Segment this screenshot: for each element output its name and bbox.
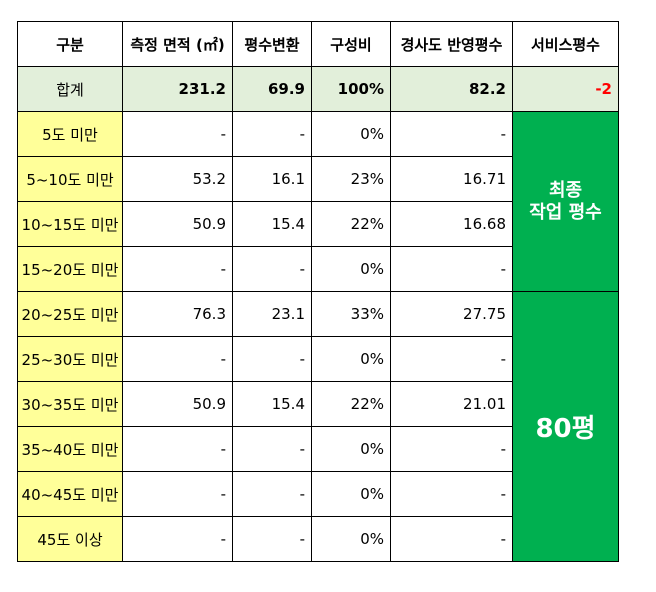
row-area: - xyxy=(122,111,233,157)
table-row: 15~20도 미만 - - 0% - xyxy=(17,246,619,292)
row-slope: - xyxy=(390,471,513,517)
row-label: 25~30도 미만 xyxy=(17,336,123,382)
header-row: 구분 측정 면적 (㎡) 평수변환 구성비 경사도 반영평수 서비스평수 xyxy=(17,21,619,67)
row-area: - xyxy=(122,426,233,472)
final-work-value: 80평 xyxy=(512,291,619,562)
row-slope: - xyxy=(390,426,513,472)
row-slope: - xyxy=(390,336,513,382)
row-pyeong: - xyxy=(232,426,312,472)
row-slope: 27.75 xyxy=(390,291,513,337)
row-ratio: 0% xyxy=(311,111,391,157)
row-pyeong: 23.1 xyxy=(232,291,312,337)
row-area: - xyxy=(122,336,233,382)
table-row: 5~10도 미만 53.2 16.1 23% 16.71 xyxy=(17,156,619,202)
total-row: 합계 231.2 69.9 100% 82.2 -2 xyxy=(17,66,619,112)
row-ratio: 0% xyxy=(311,246,391,292)
header-category: 구분 xyxy=(17,21,123,67)
row-ratio: 0% xyxy=(311,471,391,517)
row-label: 35~40도 미만 xyxy=(17,426,123,472)
row-slope: 16.71 xyxy=(390,156,513,202)
row-area: 53.2 xyxy=(122,156,233,202)
row-area: 50.9 xyxy=(122,381,233,427)
row-label: 5~10도 미만 xyxy=(17,156,123,202)
row-label: 45도 이상 xyxy=(17,516,123,562)
row-pyeong: - xyxy=(232,516,312,562)
final-label-line1: 최종 xyxy=(548,179,583,201)
header-service: 서비스평수 xyxy=(512,21,619,67)
row-area: - xyxy=(122,246,233,292)
row-label: 5도 미만 xyxy=(17,111,123,157)
row-pyeong: 16.1 xyxy=(232,156,312,202)
row-pyeong: - xyxy=(232,111,312,157)
header-pyeong: 평수변환 xyxy=(232,21,312,67)
row-ratio: 0% xyxy=(311,516,391,562)
row-pyeong: - xyxy=(232,246,312,292)
row-area: - xyxy=(122,516,233,562)
table-row: 30~35도 미만 50.9 15.4 22% 21.01 xyxy=(17,381,619,427)
table-row: 20~25도 미만 76.3 23.1 33% 27.75 80평 xyxy=(17,291,619,562)
row-ratio: 22% xyxy=(311,381,391,427)
row-slope: - xyxy=(390,246,513,292)
area-table: 구분 측정 면적 (㎡) 평수변환 구성비 경사도 반영평수 서비스평수 합계 … xyxy=(17,21,619,562)
row-slope: - xyxy=(390,516,513,562)
total-ratio: 100% xyxy=(311,66,391,112)
row-pyeong: - xyxy=(232,471,312,517)
row-ratio: 33% xyxy=(311,291,391,337)
total-pyeong: 69.9 xyxy=(232,66,312,112)
row-label: 15~20도 미만 xyxy=(17,246,123,292)
row-slope: - xyxy=(390,111,513,157)
table-row: 40~45도 미만 - - 0% - xyxy=(17,471,619,517)
row-ratio: 0% xyxy=(311,426,391,472)
row-area: 76.3 xyxy=(122,291,233,337)
row-pyeong: 15.4 xyxy=(232,201,312,247)
row-ratio: 23% xyxy=(311,156,391,202)
total-slope: 82.2 xyxy=(390,66,513,112)
header-slope: 경사도 반영평수 xyxy=(390,21,513,67)
row-ratio: 0% xyxy=(311,336,391,382)
header-ratio: 구성비 xyxy=(311,21,391,67)
total-label: 합계 xyxy=(17,66,123,112)
row-pyeong: - xyxy=(232,336,312,382)
header-area: 측정 면적 (㎡) xyxy=(122,21,233,67)
row-label: 30~35도 미만 xyxy=(17,381,123,427)
table-row: 35~40도 미만 - - 0% - xyxy=(17,426,619,472)
table-row: 25~30도 미만 - - 0% - xyxy=(17,336,619,382)
row-area: 50.9 xyxy=(122,201,233,247)
table-row: 45도 이상 - - 0% - xyxy=(17,516,619,562)
row-slope: 16.68 xyxy=(390,201,513,247)
total-service: -2 xyxy=(512,66,619,112)
row-label: 10~15도 미만 xyxy=(17,201,123,247)
final-label-line2: 작업 평수 xyxy=(529,201,602,223)
table-row: 5도 미만 - - 0% - 최종 작업 평수 xyxy=(17,111,619,292)
table-row: 10~15도 미만 50.9 15.4 22% 16.68 xyxy=(17,201,619,247)
row-label: 40~45도 미만 xyxy=(17,471,123,517)
final-work-label: 최종 작업 평수 xyxy=(512,111,619,292)
row-ratio: 22% xyxy=(311,201,391,247)
row-slope: 21.01 xyxy=(390,381,513,427)
row-area: - xyxy=(122,471,233,517)
total-area: 231.2 xyxy=(122,66,233,112)
row-pyeong: 15.4 xyxy=(232,381,312,427)
row-label: 20~25도 미만 xyxy=(17,291,123,337)
